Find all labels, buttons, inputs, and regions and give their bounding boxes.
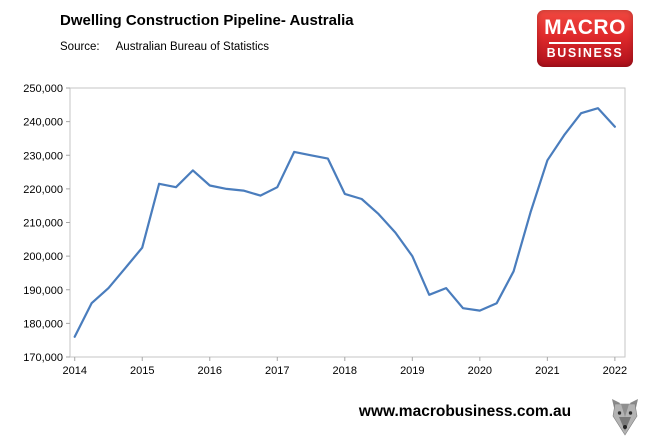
y-axis-label: 250,000 [23,83,63,95]
macrobusiness-logo: MACRO BUSINESS [537,10,633,67]
y-axis-label: 200,000 [23,251,63,263]
wolf-logo-icon [612,399,638,436]
line-chart-svg: 170,000 180,000 190,000 200,000 210,000 220,0… [23,83,627,377]
x-axis-label: 2014 [62,365,86,377]
x-axis-label: 2016 [198,365,222,377]
page-title: Dwelling Construction Pipeline- Australi… [60,12,354,29]
x-axis-label: 2019 [400,365,424,377]
x-axis-label: 2020 [468,365,492,377]
source-line: Source: Australian Bureau of Statistics [60,41,269,53]
site-url: www.macrobusiness.com.au [358,403,572,420]
source-value: Australian Bureau of Statistics [115,41,270,53]
logo-text-business: BUSINESS [546,46,624,61]
x-axis-label: 2021 [535,365,559,377]
y-axis-label: 210,000 [23,218,63,230]
source-label: Source: [60,41,100,53]
y-axis-label: 170,000 [23,352,63,364]
y-axis-label: 180,000 [23,318,63,330]
y-axis-label: 190,000 [23,285,63,297]
x-axis-label: 2018 [333,365,357,377]
y-axis-label: 240,000 [23,117,63,129]
y-axis-label: 220,000 [23,184,63,196]
pipeline-chart: 170,000 180,000 190,000 200,000 210,000 220,0… [0,74,653,386]
pipeline-series-line [73,107,617,338]
x-axis-label: 2015 [130,365,154,377]
y-axis-label: 230,000 [23,150,63,162]
logo-text-macro: MACRO [544,16,626,40]
plot-border [69,87,626,358]
logo-divider [549,42,621,45]
x-axis-label: 2022 [603,365,627,377]
x-axis-label: 2017 [265,365,289,377]
